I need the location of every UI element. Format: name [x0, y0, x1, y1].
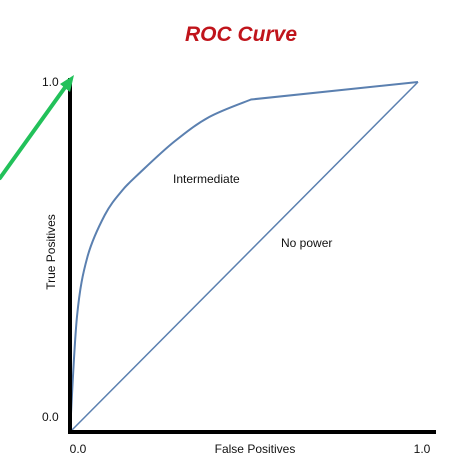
y-tick-label-max: 1.0: [42, 75, 59, 89]
chart-title: ROC Curve: [185, 23, 297, 46]
arrow-head: [60, 75, 74, 92]
x-tick-label-min: 0.0: [70, 442, 87, 456]
y-tick-label-min: 0.0: [42, 410, 59, 424]
series-line-intermediate: [69, 81, 419, 433]
x-tick-label-max: 1.0: [414, 442, 431, 456]
series-label-intermediate: Intermediate: [173, 172, 240, 186]
series-line-no-power: [69, 81, 419, 433]
y-axis-title: True Positives: [44, 214, 58, 290]
series-label-no-power: No power: [281, 236, 332, 250]
x-axis-title: False Positives: [215, 442, 296, 456]
arrow-annotation: [0, 75, 74, 180]
arrow-shaft: [0, 84, 68, 180]
